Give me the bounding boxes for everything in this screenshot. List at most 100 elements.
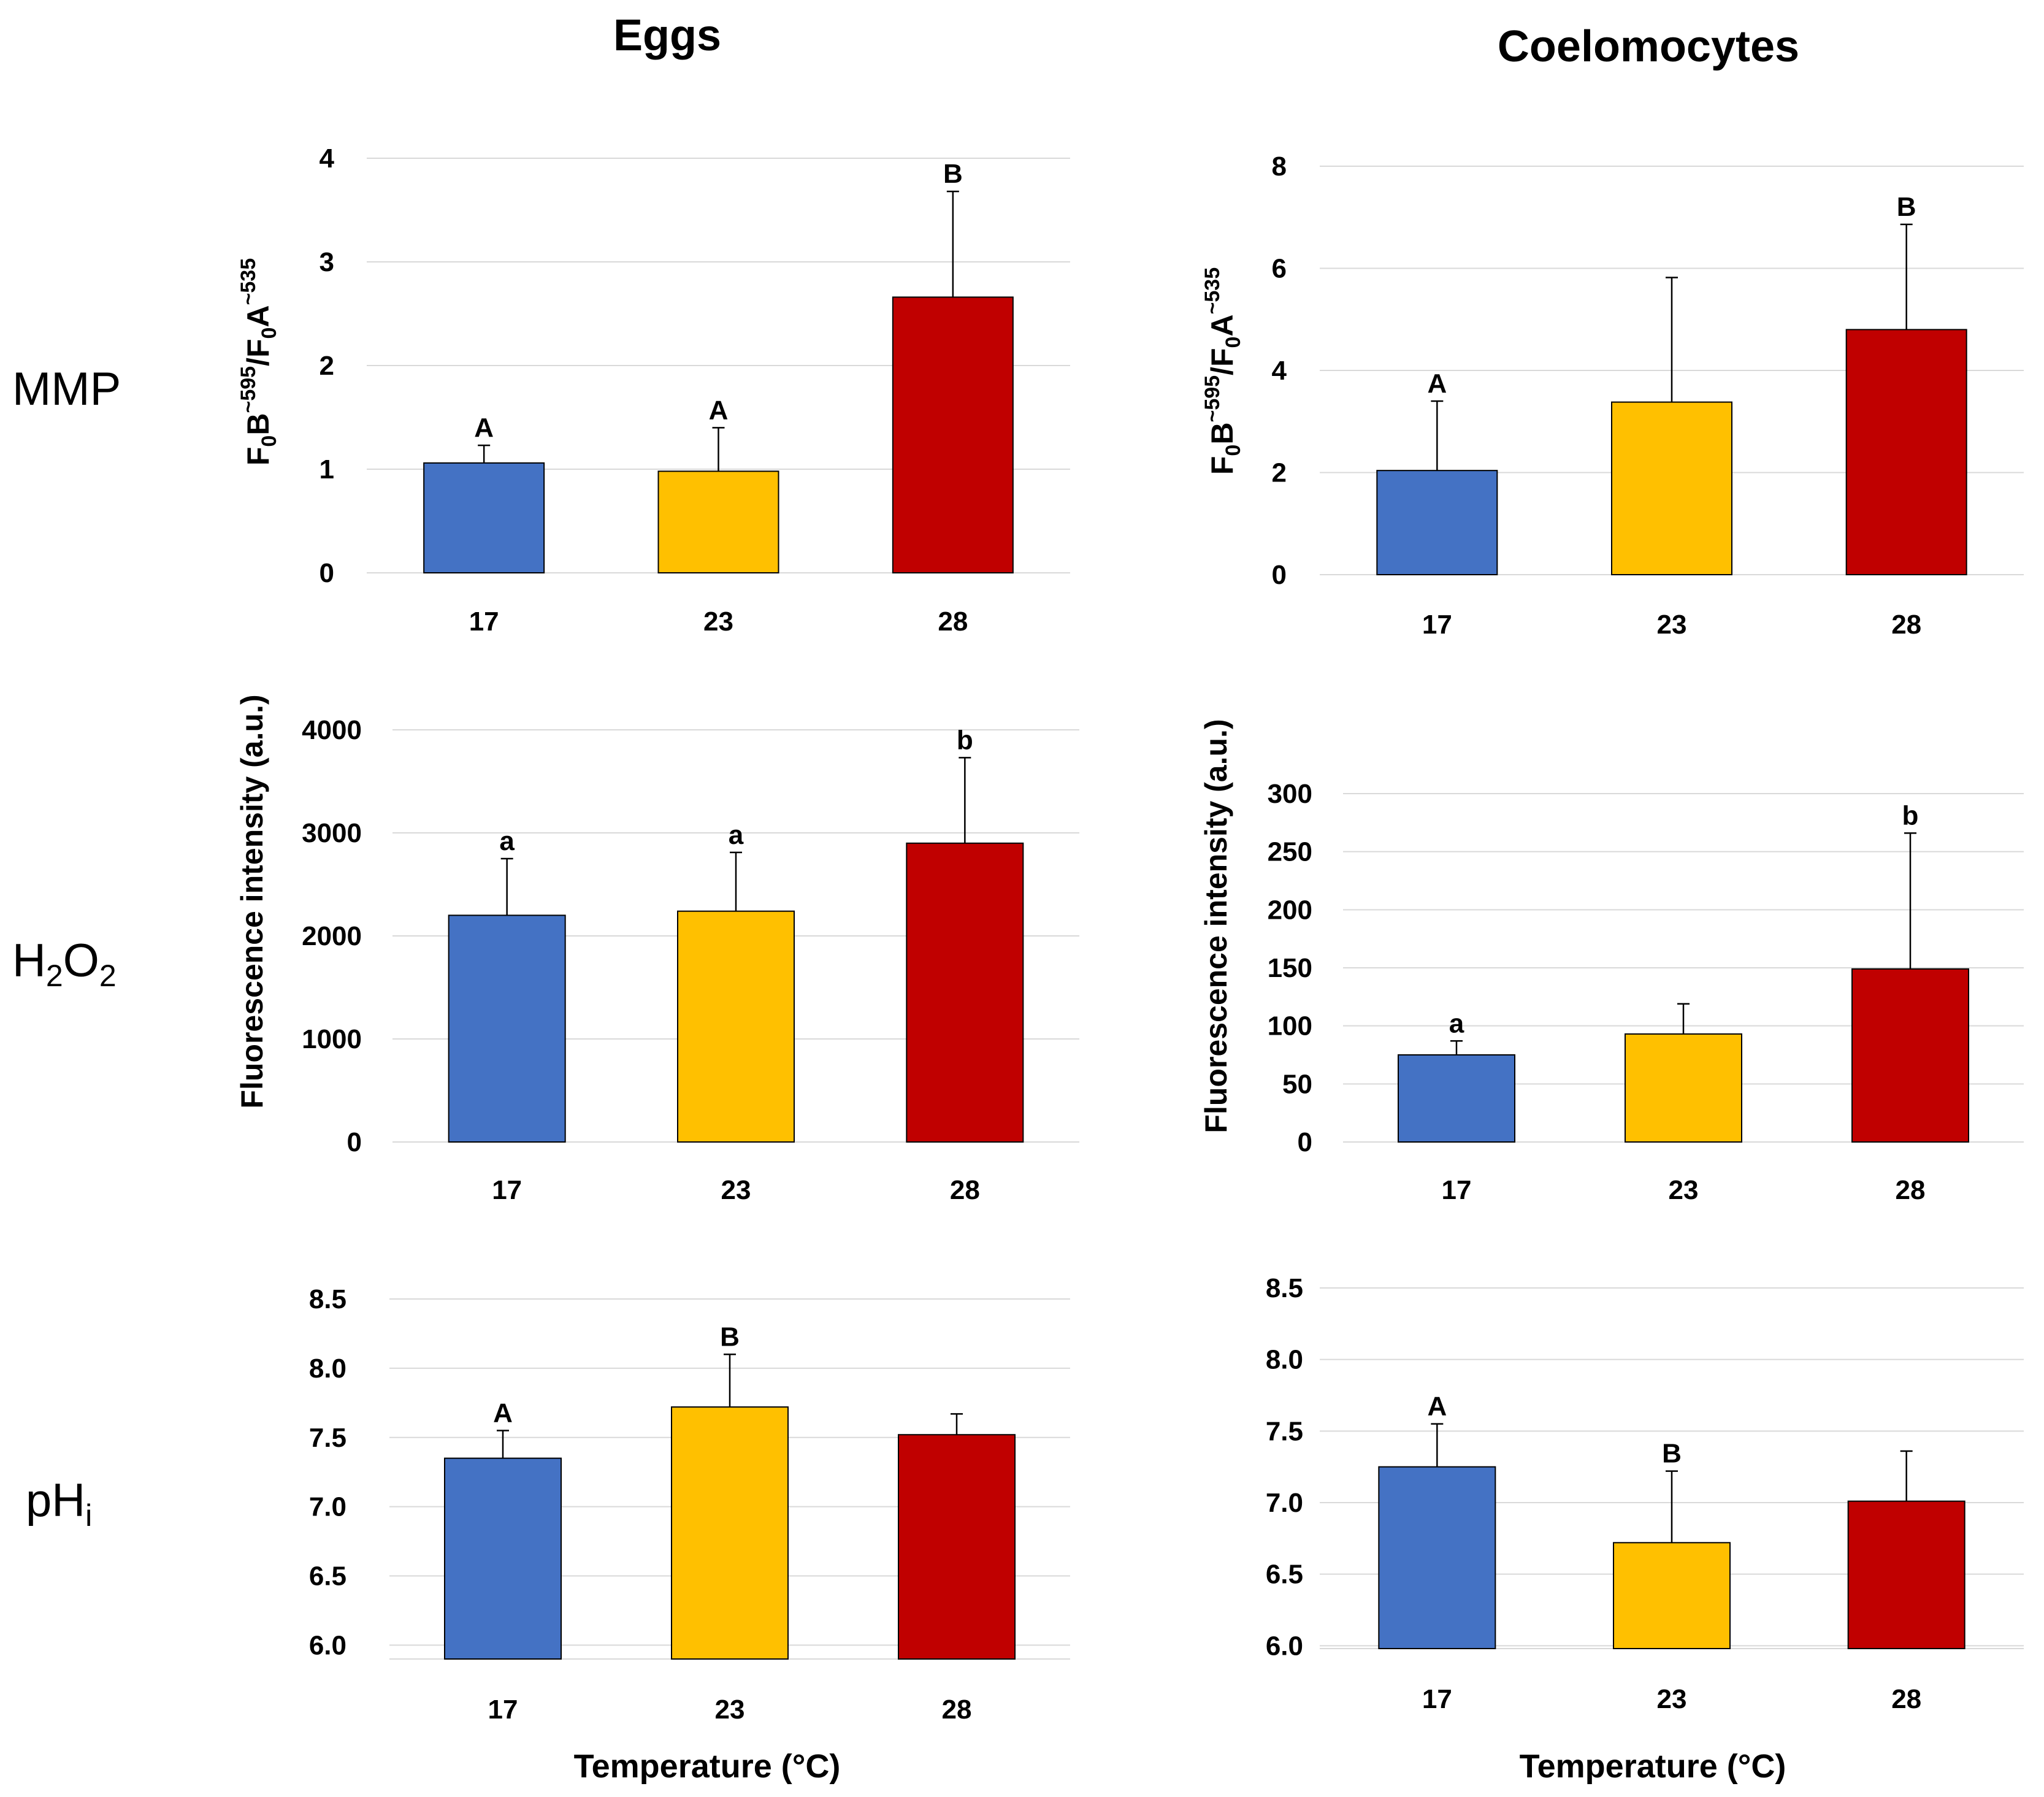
y-tick-label: 7.5 [309, 1423, 346, 1453]
y-tick-label: 4000 [302, 715, 362, 745]
y-tick-label: 8.0 [1266, 1345, 1303, 1375]
y-label-mmp-coelomocytes: F0B~595/F0A~535 [1201, 267, 1245, 475]
significance-letter: B [943, 159, 963, 189]
x-label-eggs: Temperature (°C) [574, 1748, 841, 1785]
y-tick-label: 1 [320, 454, 334, 485]
bar-23 [671, 1406, 789, 1660]
bar-17 [1398, 1054, 1515, 1143]
bar-28 [898, 1434, 1016, 1660]
y-tick-label: 200 [1268, 895, 1312, 925]
row-label-h2o2: H2O2 [12, 935, 117, 993]
x-tick-label: 17 [492, 1175, 522, 1205]
bar-17 [1378, 1466, 1496, 1650]
y-tick-label: 50 [1282, 1069, 1312, 1099]
x-tick-label: 17 [1442, 1175, 1472, 1205]
significance-letter: b [957, 725, 973, 755]
x-tick-label: 17 [1422, 1684, 1452, 1714]
y-tick-label: 8.5 [1266, 1273, 1303, 1303]
panel-h2o2-coelomocytes: 0 50 100 150 200 250 300 a 17 23 b 28 [1268, 779, 2024, 1205]
significance-letter: A [493, 1398, 513, 1428]
x-tick-label: 23 [703, 607, 733, 637]
y-tick-label: 100 [1268, 1011, 1312, 1041]
panel-h2o2-eggs: 0 1000 2000 3000 4000 a 17 a 23 b 28 [302, 715, 1079, 1205]
x-tick-label: 28 [938, 607, 968, 637]
y-label-h2o2-coelomocytes: Fluorescence intensity (a.u.) [1199, 719, 1233, 1133]
y-tick-label: 3000 [302, 818, 362, 848]
significance-letter: a [1449, 1008, 1464, 1038]
y-tick-label: 0 [1272, 560, 1287, 590]
bar-28 [906, 842, 1024, 1143]
y-label-mmp-eggs: F0B~595/F0A~535 [237, 258, 281, 466]
bar-17 [444, 1457, 562, 1660]
bar-23 [657, 470, 779, 573]
y-tick-label: 6 [1272, 254, 1287, 284]
phi-label-sub: i [85, 1498, 92, 1533]
column-title-coelomocytes: Coelomocytes [1498, 22, 1799, 71]
h2o2-label-sub2: 2 [99, 959, 117, 993]
y-tick-label: 0 [1298, 1127, 1312, 1157]
bar-28 [1847, 1500, 1966, 1650]
significance-letter: B [1897, 192, 1916, 222]
y-tick-label: 8.5 [309, 1284, 346, 1314]
significance-letter: A [1427, 1392, 1447, 1422]
h2o2-label-sub1: 2 [46, 959, 63, 993]
x-tick-label: 17 [469, 607, 499, 637]
y-tick-label: 0 [347, 1127, 362, 1157]
y-tick-label: 4 [320, 144, 335, 174]
x-tick-label: 17 [488, 1695, 518, 1725]
y-tick-label: 0 [320, 558, 334, 588]
bar-23 [677, 910, 795, 1143]
bar-28 [1845, 329, 1967, 576]
x-tick-label: 23 [715, 1695, 745, 1725]
y-tick-label: 6.0 [309, 1630, 346, 1660]
phi-label-main: pH [26, 1474, 85, 1527]
x-tick-label: 23 [1657, 1684, 1687, 1714]
significance-letter: B [1662, 1439, 1682, 1469]
panel-phi-eggs: 6.0 6.5 7.0 7.5 8.0 8.5 A 17 B 23 28 [309, 1284, 1070, 1725]
bar-17 [448, 914, 566, 1143]
x-tick-label: 28 [1891, 1684, 1921, 1714]
y-tick-label: 2000 [302, 921, 362, 951]
y-tick-label: 7.5 [1266, 1416, 1303, 1446]
significance-letter: a [499, 826, 515, 856]
svg-text:F0B~595/F0A~535: F0B~595/F0A~535 [1201, 267, 1245, 475]
panel-phi-coelomocytes: 6.0 6.5 7.0 7.5 8.0 8.5 A 17 B 23 28 [1266, 1273, 2024, 1714]
y-tick-label: 2 [320, 351, 334, 381]
bar-28 [1851, 968, 1969, 1143]
h2o2-label-o: O [63, 935, 99, 987]
y-tick-label: 300 [1268, 779, 1312, 809]
significance-letter: A [709, 395, 729, 425]
panel-mmp-coelomocytes: 0 2 4 6 8 A 17 23 B 28 [1272, 151, 2024, 640]
x-tick-label: 28 [1891, 610, 1921, 640]
row-label-mmp: MMP [12, 363, 121, 415]
bar-17 [1376, 470, 1498, 575]
x-tick-label: 28 [950, 1175, 980, 1205]
svg-text:F0B~595/F0A~535: F0B~595/F0A~535 [237, 258, 281, 466]
y-tick-label: 6.0 [1266, 1631, 1303, 1661]
x-tick-label: 23 [1657, 610, 1687, 640]
y-tick-label: 6.5 [309, 1561, 346, 1592]
significance-letter: A [1427, 369, 1447, 399]
bar-28 [892, 296, 1014, 573]
y-tick-label: 6.5 [1266, 1560, 1303, 1590]
x-label-coelomocytes: Temperature (°C) [1520, 1748, 1786, 1785]
significance-letter: a [729, 820, 744, 850]
y-tick-label: 4 [1272, 356, 1287, 386]
significance-letter: b [1902, 800, 1919, 830]
bar-23 [1625, 1033, 1742, 1143]
y-tick-label: 2 [1272, 458, 1287, 488]
y-label-h2o2-eggs: Fluorescence intensity (a.u.) [235, 694, 269, 1108]
significance-letter: A [474, 413, 494, 443]
row-label-phi: pHi [26, 1474, 92, 1533]
bar-17 [423, 462, 545, 573]
x-tick-label: 28 [1896, 1175, 1926, 1205]
x-tick-label: 17 [1422, 610, 1452, 640]
y-tick-label: 3 [320, 247, 334, 277]
bar-23 [1613, 1542, 1731, 1649]
y-tick-label: 250 [1268, 837, 1312, 867]
y-tick-label: 1000 [302, 1024, 362, 1054]
bar-23 [1611, 401, 1732, 575]
y-tick-label: 8 [1272, 151, 1287, 182]
